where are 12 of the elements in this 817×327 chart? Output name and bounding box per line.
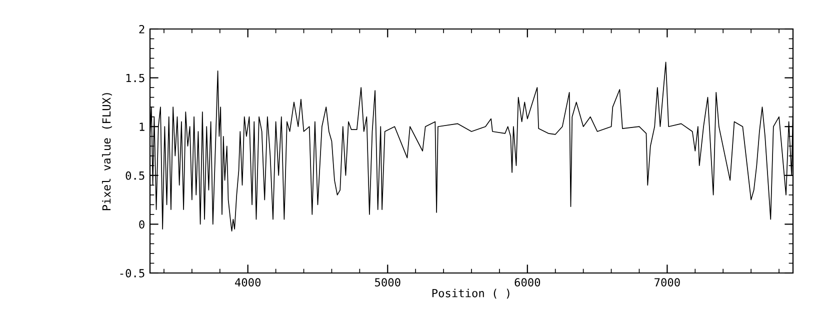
y-tick-label: 1: [140, 122, 144, 131]
x-tick-label: 6000: [514, 278, 540, 287]
x-tick-label: 5000: [375, 278, 400, 287]
y-tick-label: 1.5: [126, 74, 144, 82]
y-tick-label: 2: [139, 25, 144, 34]
x-tick-label: 4000: [235, 278, 261, 287]
y-axis-title: Pixel value (FLUX): [102, 93, 112, 210]
y-tick-label: 0.5: [126, 171, 144, 180]
y-tick-label: 0: [139, 220, 144, 229]
x-axis-title: Position ( ): [432, 288, 510, 299]
x-tick-label: 7000: [654, 278, 680, 287]
y-tick-label: -0.5: [120, 269, 144, 278]
